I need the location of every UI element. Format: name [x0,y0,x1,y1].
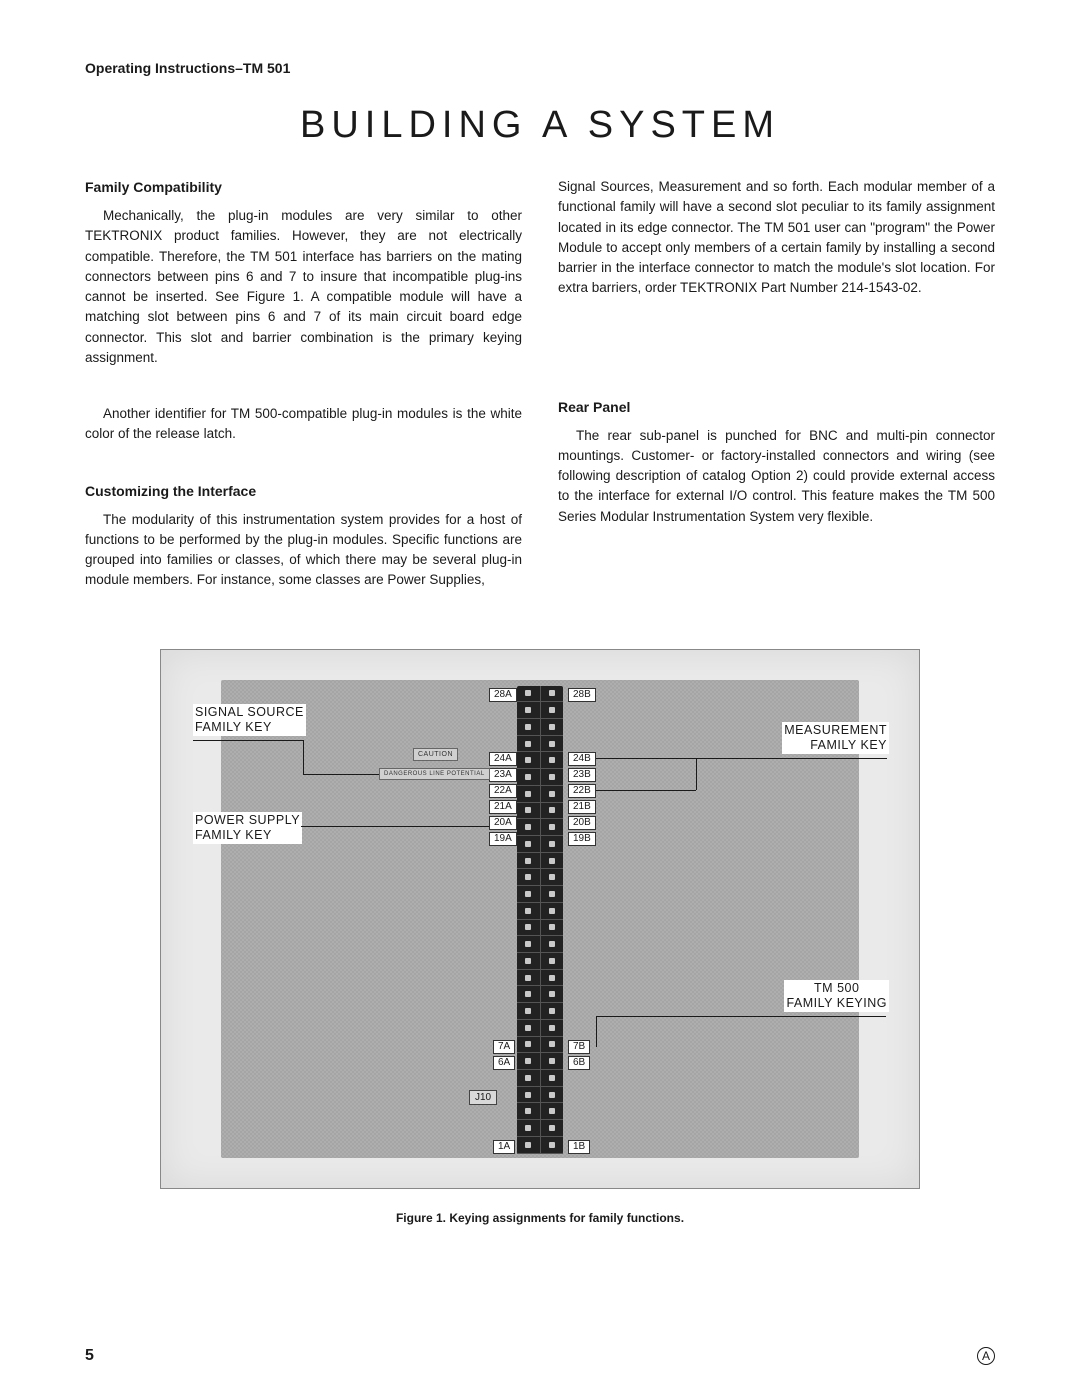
pin-label-7a: 7A [493,1040,515,1054]
figure-caption: Figure 1. Keying assignments for family … [396,1211,684,1225]
callout-power-supply: POWER SUPPLY FAMILY KEY [193,812,302,844]
pin-label-1b: 1B [568,1140,590,1154]
pin-label-19b: 19B [568,832,596,846]
heading-family-compatibility: Family Compatibility [85,177,522,198]
callout-measurement: MEASUREMENT FAMILY KEY [782,722,889,754]
pin-label-21b: 21B [568,800,596,814]
para-family-compat-2: Another identifier for TM 500-compatible… [85,404,522,445]
heading-customizing-interface: Customizing the Interface [85,481,522,502]
pin-label-6a: 6A [493,1056,515,1070]
pin-label-24b: 24B [568,752,596,766]
pin-label-24a: 24A [489,752,517,766]
lead [301,826,489,827]
pin-label-23b: 23B [568,768,596,782]
lead [886,758,887,759]
figure-image: 28A 24A 23A 22A 21A 20A 19A 7A 6A 1A 28B… [160,649,920,1189]
lead [596,1016,597,1046]
pin-label-20b: 20B [568,816,596,830]
lead [303,740,304,774]
left-column: Family Compatibility Mechanically, the p… [85,177,522,609]
para-family-compat-1: Mechanically, the plug-in modules are ve… [85,206,522,368]
lead [596,1046,597,1047]
lead [193,740,303,741]
pin-label-22b: 22B [568,784,596,798]
page-title: BUILDING A SYSTEM [85,104,995,147]
lead [696,758,697,790]
callout-tm500: TM 500 FAMILY KEYING [784,980,889,1012]
heading-rear-panel: Rear Panel [558,397,995,418]
running-head: Operating Instructions–TM 501 [85,60,995,76]
para-rear-panel-1: The rear sub-panel is punched for BNC an… [558,426,995,527]
pin-label-6b: 6B [568,1056,590,1070]
edge-connector [517,686,563,1154]
body-columns: Family Compatibility Mechanically, the p… [85,177,995,609]
callout-signal-source: SIGNAL SOURCE FAMILY KEY [193,704,306,736]
pin-label-19a: 19A [489,832,517,846]
figure-1: 28A 24A 23A 22A 21A 20A 19A 7A 6A 1A 28B… [85,649,995,1225]
pin-label-22a: 22A [489,784,517,798]
lead [596,1016,886,1017]
right-column: Signal Sources, Measurement and so forth… [558,177,995,609]
pin-label-1a: 1A [493,1140,515,1154]
pin-label-28b: 28B [568,688,596,702]
pin-label-23a: 23A [489,768,517,782]
label-j10: J10 [469,1090,497,1105]
pin-label-21a: 21A [489,800,517,814]
pin-label-20a: 20A [489,816,517,830]
revision-mark: A [977,1347,995,1365]
pin-label-7b: 7B [568,1040,590,1054]
page-number: 5 [85,1347,94,1365]
label-caution: CAUTION [413,748,458,761]
pin-label-28a: 28A [489,688,517,702]
label-hazard: DANGEROUS LINE POTENTIAL [379,768,490,780]
para-right-continuation: Signal Sources, Measurement and so forth… [558,177,995,299]
lead [596,758,886,759]
lead [596,790,696,791]
para-customizing-1: The modularity of this instrumentation s… [85,510,522,591]
